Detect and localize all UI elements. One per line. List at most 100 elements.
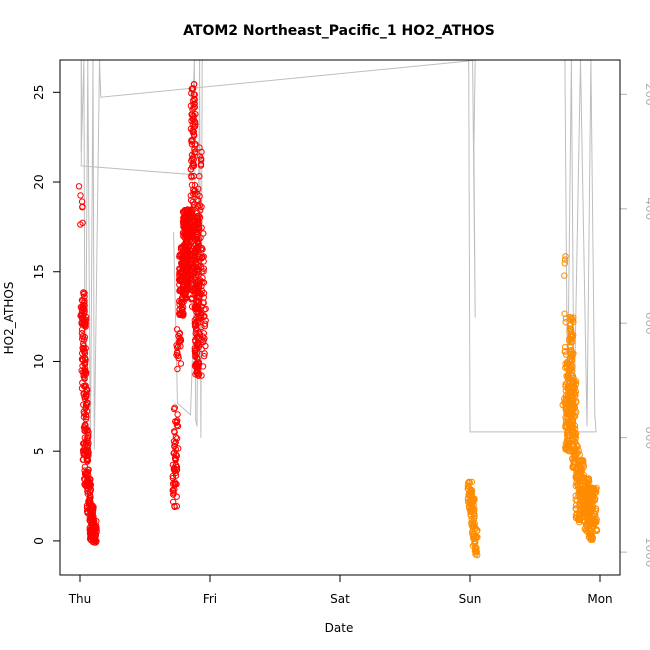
data-point <box>175 332 182 340</box>
data-point <box>192 249 199 257</box>
data-point <box>84 387 91 394</box>
data-point <box>202 317 209 324</box>
data-point <box>199 246 206 253</box>
data-point <box>173 493 180 500</box>
y-tick-label: 15 <box>32 264 46 279</box>
data-point <box>188 206 195 214</box>
data-point <box>201 350 208 357</box>
right-axis: 200 400 600 800 1000 <box>619 83 650 567</box>
data-point <box>568 362 575 369</box>
y-tick-label: 20 <box>32 174 46 189</box>
data-point <box>81 354 89 362</box>
right-tick-label: 200 <box>643 83 650 106</box>
data-point <box>566 325 574 332</box>
x-tick-label: Sat <box>330 592 350 606</box>
data-point <box>193 215 201 222</box>
data-point <box>169 472 177 480</box>
data-point <box>79 297 86 304</box>
data-point <box>577 457 585 465</box>
data-point <box>593 527 601 534</box>
data-point <box>169 461 177 469</box>
data-point <box>84 457 92 464</box>
plot-frame <box>59 59 621 576</box>
data-point <box>471 512 478 520</box>
data-point <box>184 265 192 272</box>
data-point <box>192 111 199 118</box>
data-point <box>465 479 472 486</box>
data-point <box>175 343 182 350</box>
data-point <box>84 437 91 445</box>
data-point <box>593 484 600 492</box>
data-point <box>81 424 89 431</box>
data-point <box>86 483 94 490</box>
data-point <box>86 480 93 487</box>
data-point <box>562 446 569 453</box>
data-point <box>175 445 182 452</box>
data-point <box>81 463 89 470</box>
data-point <box>190 190 197 198</box>
data-point <box>469 494 476 501</box>
data-point <box>200 313 208 320</box>
data-point <box>191 148 199 156</box>
data-point <box>469 523 477 530</box>
data-point <box>194 225 201 232</box>
data-point <box>188 138 195 145</box>
data-point <box>79 219 86 227</box>
data-point <box>570 387 578 394</box>
data-point <box>170 498 177 506</box>
data-point <box>78 198 86 205</box>
data-point <box>197 161 205 168</box>
data-point <box>84 490 92 497</box>
profile-line <box>80 59 597 461</box>
data-point <box>80 289 87 296</box>
data-point <box>569 455 576 462</box>
data-point <box>572 482 579 489</box>
data-point <box>472 537 479 545</box>
data-point <box>86 483 93 491</box>
data-point <box>194 191 201 198</box>
data-point <box>562 253 569 260</box>
data-point <box>81 308 88 315</box>
data-point <box>593 488 600 496</box>
data-point <box>174 417 181 424</box>
data-point <box>81 299 88 306</box>
data-point <box>174 365 181 373</box>
data-point <box>188 181 196 189</box>
data-point <box>179 306 186 313</box>
x-tick-label: Fri <box>203 592 217 606</box>
data-point <box>191 267 199 274</box>
data-point <box>173 503 181 510</box>
data-point <box>573 442 580 450</box>
data-point <box>473 547 480 554</box>
data-point <box>177 360 185 367</box>
x-axis: Thu Fri Sat Sun Mon <box>68 574 613 606</box>
data-point <box>191 305 199 313</box>
data-point <box>82 313 90 321</box>
data-point <box>586 534 593 541</box>
data-point <box>591 516 598 524</box>
data-point <box>465 483 472 490</box>
data-point <box>82 447 89 454</box>
data-point <box>188 231 195 238</box>
data-point <box>80 373 87 380</box>
data-point <box>569 317 576 324</box>
y-tick-label: 0 <box>32 537 46 545</box>
data-point <box>83 448 90 456</box>
data-point <box>84 442 92 449</box>
profile-lines <box>80 59 597 461</box>
data-point <box>85 429 92 436</box>
data-point <box>186 242 193 250</box>
x-tick-label: Thu <box>68 592 92 606</box>
data-point <box>472 543 479 551</box>
data-point <box>567 343 574 350</box>
y-tick-label: 5 <box>32 447 46 455</box>
data-point <box>468 478 476 486</box>
y-axis: 0 5 10 15 20 25 <box>32 85 61 545</box>
data-point <box>171 480 178 487</box>
data-point <box>198 203 205 211</box>
data-point <box>576 467 583 474</box>
data-point <box>197 156 205 164</box>
data-point <box>81 359 89 366</box>
chart-title: ATOM2 Northeast_Pacific_1 HO2_ATHOS <box>183 23 495 39</box>
data-point <box>77 192 84 199</box>
